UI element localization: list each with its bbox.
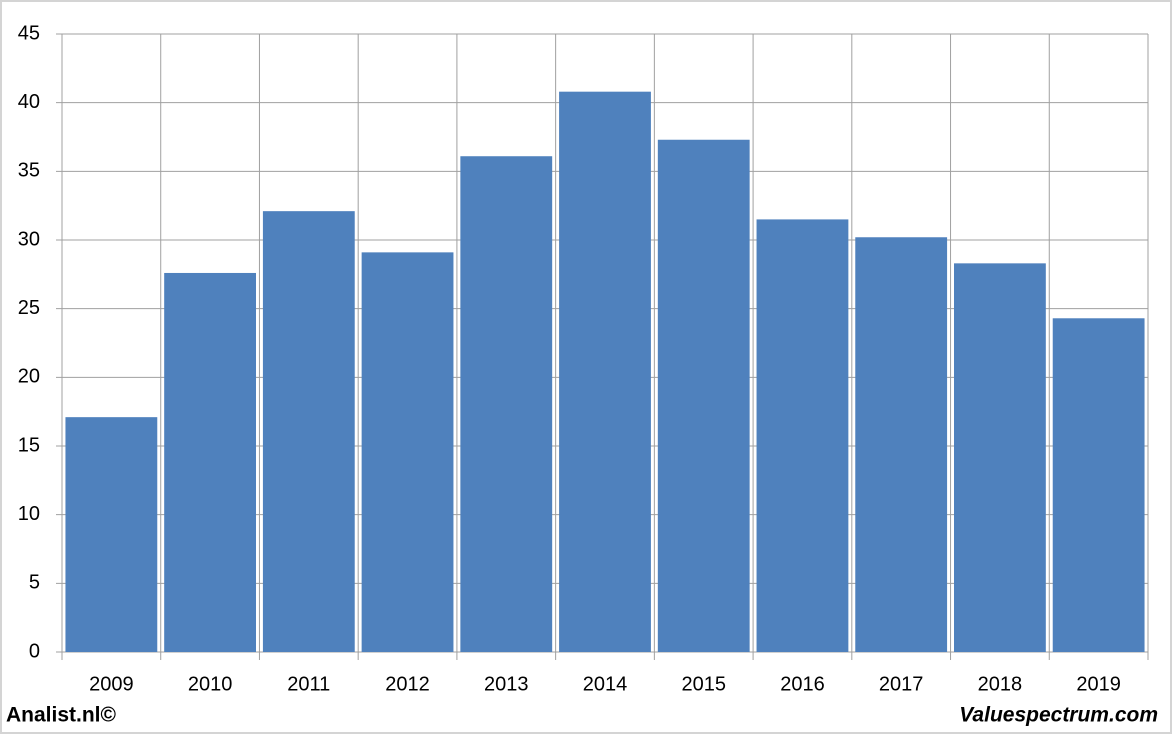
y-tick-label: 20 (18, 366, 40, 388)
footer-left: Analist.nl© (6, 704, 117, 727)
y-tick-label: 15 (18, 434, 40, 456)
x-tick-label: 2009 (89, 673, 134, 695)
x-tick-label: 2013 (484, 673, 529, 695)
bar (855, 237, 948, 652)
x-tick-label: 2010 (188, 673, 233, 695)
y-tick-label: 30 (18, 228, 40, 250)
x-tick-label: 2017 (879, 673, 924, 695)
x-tick-label: 2011 (287, 673, 330, 695)
bar (657, 139, 750, 652)
bar (1052, 318, 1145, 652)
bar (460, 156, 553, 652)
bar (361, 252, 454, 653)
bar (559, 91, 651, 653)
bar (954, 263, 1046, 652)
x-tick-label: 2016 (780, 673, 825, 695)
x-tick-label: 2019 (1076, 673, 1121, 695)
x-tick-label: 2015 (681, 673, 726, 695)
y-tick-label: 10 (18, 503, 40, 525)
y-tick-label: 0 (29, 640, 40, 662)
bar (65, 417, 158, 652)
y-tick-label: 45 (18, 22, 40, 44)
bar (262, 211, 355, 652)
y-tick-label: 5 (29, 572, 40, 594)
x-tick-label: 2018 (978, 673, 1023, 695)
y-tick-label: 35 (18, 160, 40, 182)
x-tick-label: 2012 (385, 673, 430, 695)
x-tick-label: 2014 (583, 673, 628, 695)
footer-right: Valuespectrum.com (959, 704, 1158, 727)
bar (164, 272, 256, 652)
bar (756, 219, 849, 652)
y-tick-label: 40 (18, 91, 40, 113)
y-tick-label: 25 (18, 297, 40, 319)
